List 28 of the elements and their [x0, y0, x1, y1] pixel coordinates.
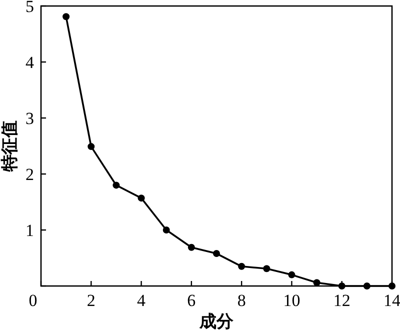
y-tick-label: 2: [26, 165, 34, 184]
x-tick-label: 12: [333, 291, 350, 310]
point: [162, 226, 170, 234]
x-tick-label: 0: [28, 291, 38, 310]
y-tick-label: 4: [26, 53, 34, 72]
x-tick-label: 2: [86, 291, 96, 310]
y-tick-label: 1: [26, 221, 34, 240]
x-axis-title: 成分: [198, 312, 234, 331]
point: [88, 143, 95, 150]
point: [263, 265, 270, 272]
point: [363, 282, 370, 290]
point: [138, 194, 145, 202]
point: [188, 244, 195, 251]
point: [338, 282, 346, 290]
y-tick-label: 5: [26, 0, 34, 16]
x-tick-label: 8: [237, 291, 246, 310]
point: [238, 262, 246, 270]
point: [313, 279, 320, 286]
x-tick-label: 6: [187, 291, 196, 310]
point: [112, 182, 120, 189]
point: [288, 271, 296, 278]
y-axis-title: 特征值: [0, 120, 19, 172]
x-tick-label: 4: [137, 291, 146, 310]
x-tick-label: 14: [384, 291, 400, 310]
y-tick-label: 3: [26, 109, 34, 128]
point: [213, 250, 220, 258]
x-tick-label: 10: [283, 291, 300, 310]
point: [62, 13, 70, 20]
